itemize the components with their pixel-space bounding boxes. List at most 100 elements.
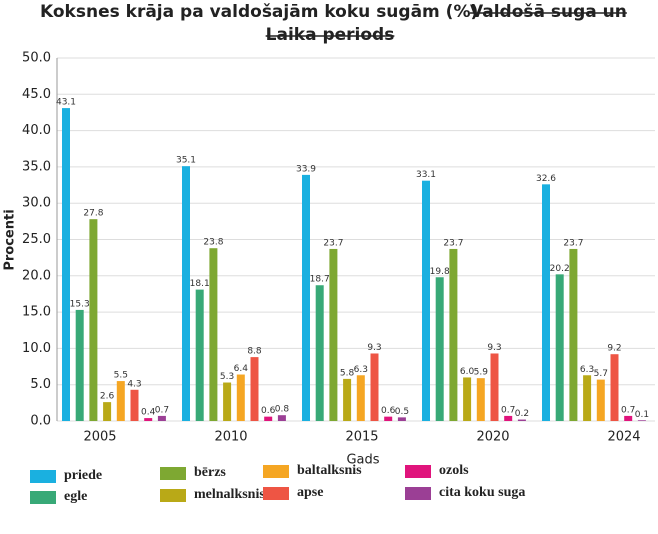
x-tick-label: 2020 [476,430,509,445]
value-label: 6.3 [580,365,594,375]
value-label: 23.8 [203,238,223,248]
value-label: 0.6 [381,406,396,416]
value-label: 0.7 [501,405,515,415]
value-label: 19.8 [430,267,450,277]
bar [144,418,153,421]
y-tick-label: 15.0 [22,305,51,320]
x-tick-label: 2005 [83,430,116,445]
legend-swatch [160,467,186,480]
bar [250,357,259,421]
bar [569,248,578,421]
legend-label: egle [64,489,87,504]
y-tick-label: 0.0 [30,414,51,429]
bar [637,420,646,421]
bar [517,419,526,421]
value-label: 43.1 [56,98,76,108]
bar [490,353,499,421]
chart-title-struck: Valdošā suga un [470,2,627,22]
legend-swatch [30,491,56,504]
chart-title-struck: Laika periods [266,25,395,45]
value-label: 0.6 [261,406,276,416]
bar [209,248,218,421]
bar [302,174,310,421]
legend-swatch [160,489,186,502]
value-label: 23.7 [323,238,343,248]
y-axis-label: Procenti [3,209,18,270]
value-label: 8.8 [247,347,262,357]
y-tick-label: 40.0 [22,123,51,138]
legend-label: ozols [439,463,469,478]
value-label: 0.1 [635,410,649,420]
x-tick-label: 2024 [607,430,640,445]
bar [130,389,139,421]
value-label: 9.3 [367,343,381,353]
x-tick-label: 2010 [214,430,247,445]
value-label: 6.3 [354,365,368,375]
bar [116,381,125,421]
value-label: 23.7 [443,238,463,248]
bar [596,379,605,421]
y-tick-label: 45.0 [22,87,51,102]
bar [370,353,379,421]
bar [610,354,619,421]
legend-swatch [405,487,431,500]
value-label: 5.7 [594,369,608,379]
bar [463,377,472,421]
bar [236,374,245,421]
bar [195,289,204,421]
value-label: 27.8 [83,209,103,219]
bar [329,248,338,421]
bar [182,166,190,421]
chart-title: Koksnes krāja pa valdošajām koku sugām (… [40,2,493,22]
bar [75,309,84,421]
legend-label: melnalksnis [194,487,265,502]
y-tick-label: 35.0 [22,159,51,174]
value-label: 4.3 [127,379,141,389]
bar [422,180,430,421]
bar [264,416,273,421]
bar [157,415,166,421]
value-label: 6.0 [460,367,475,377]
y-tick-label: 25.0 [22,232,51,247]
value-label: 2.6 [100,392,115,402]
bar [449,248,458,421]
bar [343,378,352,421]
bar [384,416,393,421]
bar [315,285,324,421]
bar [277,415,286,421]
value-label: 0.2 [515,409,529,419]
value-label: 18.1 [190,279,210,289]
value-label: 18.7 [310,275,330,285]
legend-label: baltalksnis [297,463,362,478]
y-tick-label: 30.0 [22,196,51,211]
value-label: 6.4 [234,364,249,374]
value-label: 0.7 [621,405,635,415]
value-label: 33.9 [296,164,316,174]
legend-swatch [30,470,56,483]
bar [356,375,365,421]
value-label: 9.2 [607,344,621,354]
bar [624,415,633,421]
value-label: 5.3 [220,372,234,382]
value-label: 20.2 [550,264,570,274]
x-tick-label: 2015 [345,430,378,445]
value-label: 15.3 [70,299,90,309]
y-tick-label: 5.0 [30,377,51,392]
y-tick-label: 50.0 [22,51,51,66]
y-tick-label: 10.0 [22,341,51,356]
legend-swatch [263,487,289,500]
legend-swatch [263,465,289,478]
bar [89,219,98,421]
value-label: 5.5 [114,371,128,381]
bar [542,184,550,421]
bar [504,415,513,421]
legend-swatch [405,465,431,478]
value-label: 0.4 [141,408,156,418]
legend-label: apse [297,485,323,500]
legend-label: cita koku suga [439,485,525,500]
x-axis-label: Gads [346,453,379,468]
value-label: 0.7 [155,405,169,415]
bar [397,417,406,421]
bar [555,274,564,421]
